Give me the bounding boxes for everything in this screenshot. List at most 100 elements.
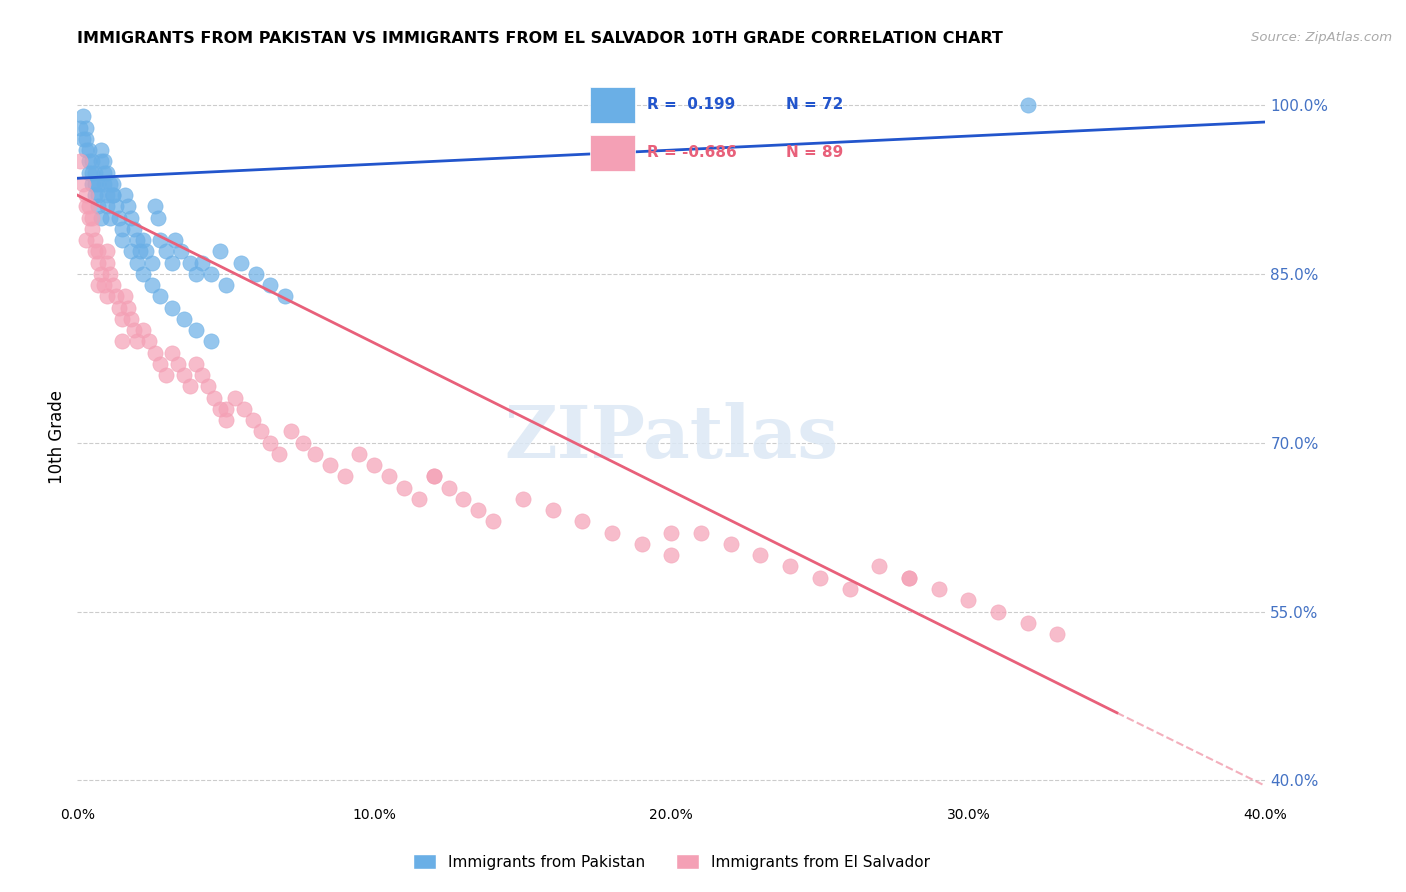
Point xyxy=(202,391,225,405)
Point xyxy=(215,278,238,293)
Point xyxy=(229,255,252,269)
Point xyxy=(96,188,118,202)
Point xyxy=(82,222,104,236)
Point xyxy=(72,109,94,123)
Point xyxy=(82,166,104,180)
Point xyxy=(125,255,148,269)
Point xyxy=(131,233,153,247)
Point xyxy=(571,515,593,529)
Point xyxy=(120,211,142,225)
Point xyxy=(173,312,195,326)
Point xyxy=(245,267,267,281)
Point xyxy=(162,255,184,269)
Point xyxy=(125,334,148,349)
Point xyxy=(179,255,201,269)
Point xyxy=(749,548,772,562)
Text: Source: ZipAtlas.com: Source: ZipAtlas.com xyxy=(1251,31,1392,45)
Point xyxy=(661,548,683,562)
Point xyxy=(138,334,160,349)
Point xyxy=(125,233,148,247)
Point xyxy=(90,143,112,157)
Point xyxy=(69,120,91,135)
Point xyxy=(165,233,187,247)
Point xyxy=(111,334,134,349)
Point xyxy=(77,211,100,225)
Point xyxy=(82,154,104,169)
Point xyxy=(90,267,112,281)
Point xyxy=(114,188,136,202)
Point xyxy=(242,413,264,427)
Point xyxy=(120,312,142,326)
Point xyxy=(162,345,184,359)
Point xyxy=(96,244,118,259)
Point xyxy=(84,177,107,191)
Point xyxy=(117,301,139,315)
Point xyxy=(143,345,166,359)
Point xyxy=(77,143,100,157)
Point xyxy=(149,233,172,247)
Point xyxy=(77,199,100,213)
Point xyxy=(173,368,195,383)
Point xyxy=(512,491,534,506)
Point xyxy=(101,188,124,202)
Point xyxy=(104,289,127,303)
Point xyxy=(104,199,127,213)
Point xyxy=(90,154,112,169)
Point xyxy=(101,177,124,191)
Point xyxy=(101,188,124,202)
Point xyxy=(155,244,177,259)
Point xyxy=(179,379,201,393)
Point xyxy=(378,469,401,483)
Point xyxy=(541,503,564,517)
Point xyxy=(114,289,136,303)
Point xyxy=(87,278,110,293)
Point xyxy=(215,401,238,416)
Text: N = 89: N = 89 xyxy=(786,145,844,161)
Point xyxy=(149,289,172,303)
Point xyxy=(98,211,121,225)
Point xyxy=(408,491,430,506)
Text: IMMIGRANTS FROM PAKISTAN VS IMMIGRANTS FROM EL SALVADOR 10TH GRADE CORRELATION C: IMMIGRANTS FROM PAKISTAN VS IMMIGRANTS F… xyxy=(77,31,1004,46)
Point xyxy=(96,199,118,213)
Point xyxy=(84,233,107,247)
Text: N = 72: N = 72 xyxy=(786,97,844,112)
Point xyxy=(93,177,115,191)
Point xyxy=(75,143,97,157)
Point xyxy=(75,120,97,135)
Point xyxy=(87,188,110,202)
Point xyxy=(82,177,104,191)
Point xyxy=(96,166,118,180)
Point xyxy=(1017,98,1039,112)
Text: ZIPatlas: ZIPatlas xyxy=(505,401,838,473)
Point xyxy=(186,267,208,281)
Point xyxy=(90,211,112,225)
Point xyxy=(167,357,190,371)
Point xyxy=(120,244,142,259)
FancyBboxPatch shape xyxy=(589,87,636,122)
Point xyxy=(87,199,110,213)
Point xyxy=(453,491,475,506)
Point xyxy=(191,255,214,269)
Point xyxy=(87,255,110,269)
Point xyxy=(87,177,110,191)
Point xyxy=(82,211,104,225)
Point xyxy=(77,154,100,169)
Point xyxy=(200,267,222,281)
Point xyxy=(141,278,163,293)
Point xyxy=(75,132,97,146)
Point xyxy=(75,199,97,213)
Point xyxy=(779,559,801,574)
Point xyxy=(93,278,115,293)
Point xyxy=(141,255,163,269)
Point xyxy=(170,244,193,259)
Point xyxy=(868,559,890,574)
Point xyxy=(101,278,124,293)
Legend: Immigrants from Pakistan, Immigrants from El Salvador: Immigrants from Pakistan, Immigrants fro… xyxy=(406,847,936,876)
Point xyxy=(232,401,254,416)
Point xyxy=(898,571,921,585)
Point xyxy=(111,312,134,326)
Point xyxy=(128,244,150,259)
Point xyxy=(808,571,831,585)
Point xyxy=(93,166,115,180)
Point xyxy=(269,447,291,461)
